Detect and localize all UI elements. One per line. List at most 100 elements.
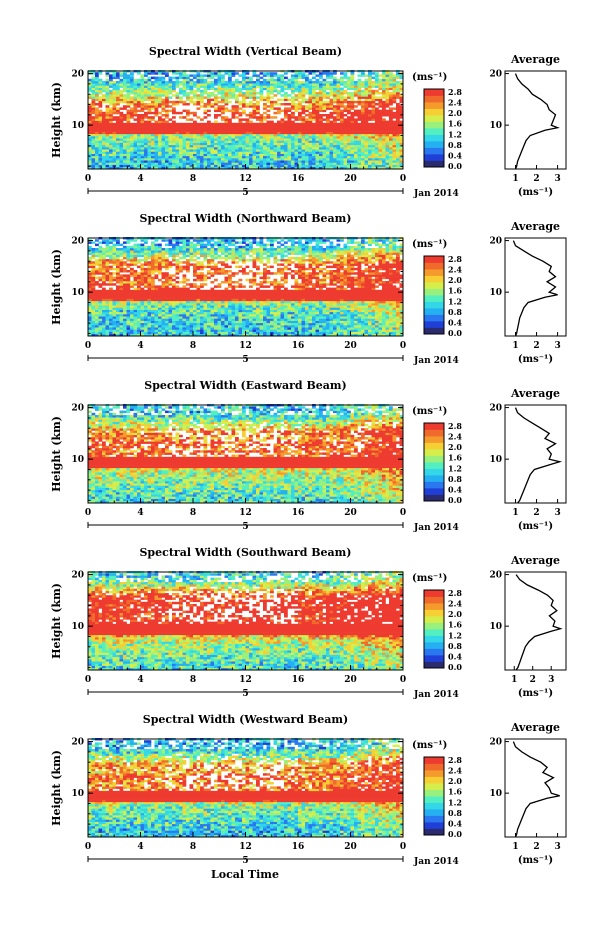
heatmap-cell — [235, 85, 239, 88]
heatmap-cell — [88, 151, 92, 154]
heatmap-cell — [189, 155, 194, 159]
heatmap-cell — [319, 74, 323, 77]
heatmap-cell — [263, 158, 267, 161]
heatmap-cell — [88, 333, 92, 337]
heatmap-cell — [263, 333, 267, 337]
heatmap-cell — [168, 122, 173, 126]
heatmap-cell — [273, 305, 278, 308]
heatmap-cell — [249, 322, 253, 326]
heatmap-cell — [357, 94, 362, 97]
heatmap-cell — [98, 100, 103, 104]
heatmap-cell — [179, 325, 183, 328]
heatmap-cell — [312, 103, 316, 106]
heatmap-cell — [326, 325, 330, 328]
heatmap-cell — [322, 103, 327, 106]
heatmap-cell — [151, 107, 155, 110]
heatmap-cell — [242, 76, 246, 80]
heatmap-cell — [126, 76, 131, 80]
heatmap-cell — [102, 320, 106, 324]
heatmap-cell — [217, 136, 222, 139]
heatmap-cell — [123, 322, 127, 326]
heatmap-cell — [207, 92, 211, 95]
heatmap-cell — [319, 151, 323, 154]
heatmap-cell — [396, 127, 400, 130]
heatmap-cell — [385, 164, 390, 168]
heatmap-cell — [368, 94, 372, 97]
heatmap-cell — [203, 125, 208, 128]
heatmap-cell — [287, 133, 292, 137]
heatmap-cell — [256, 318, 260, 321]
heatmap-cell — [340, 120, 344, 124]
heatmap-cell — [259, 151, 264, 154]
heatmap-cell — [203, 155, 208, 159]
heatmap-cell — [140, 103, 145, 106]
heatmap-cell — [294, 155, 299, 159]
heatmap-cell — [140, 87, 145, 91]
heatmap-cell — [252, 87, 257, 91]
heatmap-cell — [91, 107, 96, 110]
heatmap-cell — [291, 160, 295, 163]
heatmap-cell — [126, 309, 131, 313]
heatmap-cell — [140, 303, 145, 306]
heatmap-cell — [207, 133, 211, 137]
heatmap-cell — [375, 129, 379, 132]
heatmap-cell — [242, 307, 246, 310]
heatmap-cell — [224, 109, 229, 113]
heatmap-cell — [336, 149, 341, 152]
heatmap-cell — [399, 307, 404, 310]
heatmap-cell — [161, 87, 166, 91]
heatmap-cell — [196, 116, 201, 119]
heatmap-cell — [375, 81, 379, 84]
heatmap-cell — [168, 303, 173, 306]
heatmap-cell — [109, 311, 113, 315]
heatmap-cell — [382, 129, 386, 132]
heatmap-cell — [322, 136, 327, 139]
heatmap-cell — [312, 118, 316, 121]
heatmap-cell — [273, 116, 278, 119]
heatmap-cell — [235, 144, 239, 148]
heatmap-cell — [252, 147, 257, 150]
heatmap-cell — [315, 125, 320, 128]
heatmap-cell — [375, 89, 379, 93]
heatmap-cell — [287, 149, 292, 152]
heatmap-cell — [175, 83, 180, 86]
heatmap-cell — [312, 72, 316, 75]
heatmap-cell — [389, 144, 393, 148]
heatmap-cell — [116, 320, 120, 324]
heatmap-cell — [273, 322, 278, 326]
heatmap-cell — [343, 160, 348, 163]
heatmap-cell — [133, 114, 138, 117]
heatmap-cell — [112, 116, 117, 119]
heatmap-cell — [357, 333, 362, 337]
heatmap-cell — [291, 153, 295, 157]
heatmap-cell — [378, 138, 383, 141]
heatmap-cell — [308, 151, 313, 154]
heatmap-cell — [308, 305, 313, 308]
heatmap-cell — [137, 118, 141, 121]
heatmap-cell — [364, 100, 369, 104]
heatmap-cell — [315, 138, 320, 141]
heatmap-cell — [357, 100, 362, 104]
heatmap-cell — [109, 116, 113, 119]
heatmap-cell — [263, 309, 267, 313]
heatmap-cell — [109, 314, 113, 317]
heatmap-cell — [245, 140, 250, 143]
heatmap-cell — [273, 133, 278, 137]
colorbar-swatch — [424, 102, 444, 109]
heatmap-cell — [158, 133, 162, 137]
heatmap-cell — [256, 92, 260, 95]
heatmap-cell — [231, 322, 236, 326]
heatmap-cell — [88, 162, 92, 165]
heatmap-cell — [119, 158, 124, 161]
heatmap-cell — [350, 127, 355, 130]
heatmap-cell — [224, 309, 229, 313]
heatmap-cell — [294, 109, 299, 113]
heatmap-cell — [298, 303, 302, 306]
heatmap-cell — [238, 131, 243, 135]
heatmap-cell — [116, 140, 120, 143]
heatmap-cell — [256, 303, 260, 306]
heatmap-cell — [168, 331, 173, 335]
heatmap-cell — [175, 155, 180, 159]
heatmap-cell — [305, 120, 309, 124]
heatmap-cell — [347, 87, 351, 91]
